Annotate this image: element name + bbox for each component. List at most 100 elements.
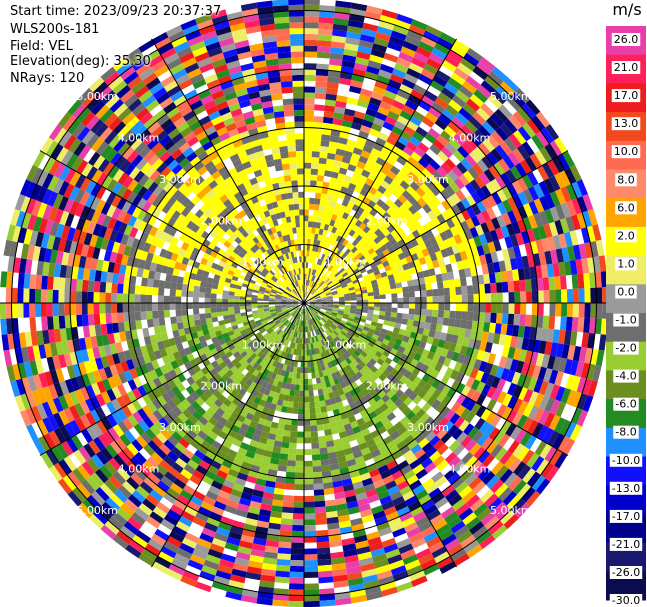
radar-gate: [333, 221, 340, 229]
radar-gate: [181, 303, 188, 310]
radar-gate: [286, 465, 296, 473]
radar-gate: [521, 230, 530, 244]
radar-gate: [580, 227, 591, 244]
radar-gate: [274, 576, 290, 584]
radar-gate: [394, 140, 406, 151]
radar-gate: [499, 81, 515, 97]
radar-gate: [283, 424, 292, 431]
radar-gate: [443, 238, 452, 249]
radar-gate: [436, 213, 446, 224]
radar-gate: [576, 409, 588, 427]
radar-gate: [304, 431, 311, 438]
radar-gate: [494, 323, 502, 335]
radar-gate: [367, 309, 374, 314]
radar-gate: [87, 280, 95, 292]
radar-gate: [321, 128, 332, 136]
radar-gate: [402, 146, 414, 157]
radar-gate: [404, 330, 412, 338]
radar-gate: [431, 217, 441, 227]
radar-gate: [304, 291, 306, 298]
radar-gate: [384, 116, 397, 126]
radar-gate: [152, 279, 160, 288]
radar-gate: [52, 315, 60, 330]
radar-gate: [461, 285, 468, 295]
radar-gate: [425, 111, 439, 124]
radar-gate: [432, 303, 439, 310]
radar-gate: [327, 76, 340, 84]
radar-gate: [289, 577, 304, 584]
radar-gate: [315, 75, 328, 82]
radar-gate: [338, 308, 345, 312]
radar-gate: [512, 111, 527, 127]
radar-gate: [554, 371, 564, 387]
radar-gate: [537, 303, 544, 316]
radar-gate: [307, 274, 311, 281]
radar-gate: [366, 65, 380, 75]
radar-gate: [278, 541, 292, 549]
radar-gate: [11, 287, 18, 303]
radar-gate: [389, 283, 397, 290]
radar-gate: [504, 259, 512, 271]
radar-gate: [451, 166, 464, 178]
radar-gate: [346, 97, 359, 106]
radar-gate: [456, 62, 473, 76]
radar-gate: [311, 227, 316, 234]
radar-gate: [326, 309, 333, 312]
radar-gate: [401, 190, 412, 200]
radar-gate: [379, 14, 397, 25]
radar-gate: [523, 389, 534, 403]
radar-gate: [332, 208, 340, 216]
radar-gate: [547, 355, 556, 370]
radar-gate: [288, 589, 304, 596]
radar-gate: [337, 222, 344, 230]
radar-gate: [280, 406, 288, 413]
radar-gate: [464, 267, 472, 278]
radar-gate: [193, 314, 200, 321]
radar-gate: [291, 536, 304, 543]
radar-gate: [444, 185, 456, 197]
radar-gate: [380, 256, 388, 264]
radar-gate: [400, 165, 411, 176]
radar-gate: [323, 276, 329, 283]
radar-gate: [418, 100, 432, 112]
radar-gate: [348, 271, 355, 277]
radar-gate: [421, 116, 435, 128]
radar-gate: [294, 355, 299, 362]
radar-gate: [322, 284, 328, 290]
radar-gate: [549, 206, 560, 222]
radar-gate: [525, 314, 532, 327]
radar-gate: [441, 272, 449, 281]
radar-gate: [367, 258, 375, 265]
radar-gate: [312, 145, 321, 152]
radar-gate: [392, 189, 402, 199]
radar-gate: [304, 530, 317, 537]
radar-gate: [292, 513, 304, 520]
radar-gate: [368, 299, 375, 303]
radar-gate: [339, 244, 346, 251]
radar-gate: [116, 293, 123, 303]
radar-gate: [410, 89, 424, 101]
radar-gate: [367, 292, 374, 297]
radar-gate: [405, 324, 413, 332]
radar-gate: [407, 94, 421, 106]
radar-gate: [436, 37, 454, 50]
radar-gate: [462, 240, 471, 251]
radar-gate: [364, 71, 379, 81]
radar-gate: [304, 10, 320, 17]
radar-gate: [350, 2, 368, 12]
radar-gate: [377, 336, 385, 343]
radar-gate: [449, 226, 459, 237]
radar-gate: [364, 139, 376, 148]
radar-gate: [437, 150, 449, 163]
radar-gate: [305, 291, 308, 298]
radar-gate: [426, 351, 436, 361]
radar-gate: [466, 206, 476, 218]
radar-gate: [341, 272, 349, 278]
radar-gate: [396, 89, 411, 100]
radar-gate: [472, 111, 486, 126]
radar-gate: [464, 182, 476, 195]
radar-gate: [378, 332, 386, 339]
radar-gate: [463, 52, 480, 67]
radar-gate: [362, 299, 369, 303]
